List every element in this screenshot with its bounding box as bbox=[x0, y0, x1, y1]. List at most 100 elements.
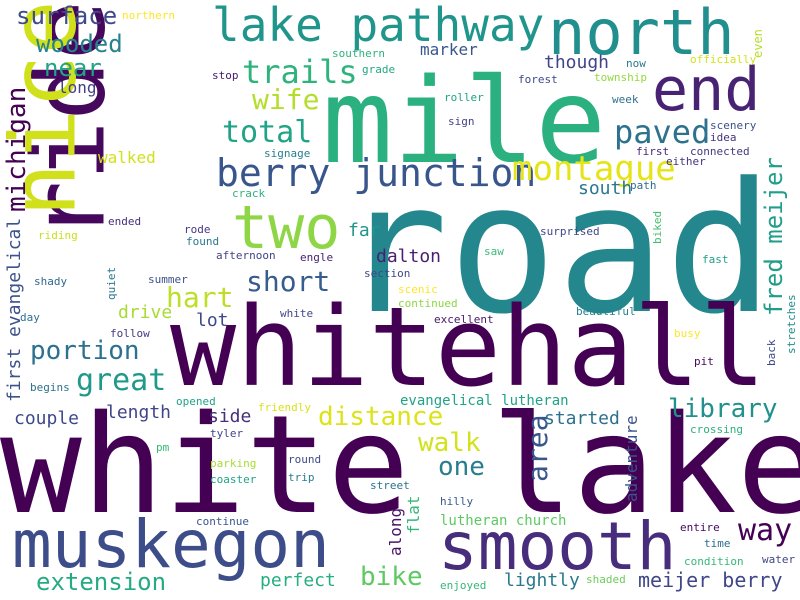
word: southern bbox=[332, 47, 385, 60]
word: entire bbox=[680, 521, 720, 534]
word: way bbox=[738, 513, 793, 548]
word: hart bbox=[166, 281, 234, 314]
word: idea bbox=[710, 131, 737, 144]
word: day bbox=[20, 311, 40, 324]
word: excellent bbox=[434, 313, 494, 326]
word: long bbox=[58, 78, 97, 97]
word: crossing bbox=[690, 423, 743, 436]
word: afternoon bbox=[216, 249, 276, 262]
word: near bbox=[44, 54, 102, 82]
word: even bbox=[751, 29, 765, 58]
word: coaster bbox=[210, 473, 257, 486]
word: round bbox=[288, 453, 322, 466]
word: street bbox=[370, 479, 410, 492]
word: far bbox=[348, 220, 381, 241]
word: beautiful bbox=[576, 305, 636, 318]
word: marker bbox=[420, 40, 478, 59]
word: couple bbox=[14, 408, 80, 429]
word: meijer berry bbox=[638, 568, 783, 592]
word: parking bbox=[210, 457, 257, 470]
word: sign bbox=[448, 115, 475, 128]
word: trip bbox=[288, 471, 315, 484]
word: extension bbox=[36, 568, 167, 596]
word: northern bbox=[122, 9, 175, 22]
word: lightly bbox=[504, 570, 580, 591]
word: hilly bbox=[440, 495, 474, 508]
word: signage bbox=[264, 147, 311, 160]
word: scenery bbox=[710, 119, 757, 132]
word: library bbox=[668, 394, 778, 424]
word: stop bbox=[212, 69, 239, 82]
word: whitehall bbox=[170, 283, 767, 411]
word: walked bbox=[98, 148, 156, 167]
word: water bbox=[762, 553, 796, 566]
word: continue bbox=[196, 515, 249, 528]
word: side bbox=[208, 406, 252, 427]
word: perfect bbox=[260, 570, 336, 591]
word: mile bbox=[322, 52, 607, 190]
word: found bbox=[186, 235, 220, 248]
word: portion bbox=[30, 336, 140, 366]
word: flat bbox=[404, 495, 423, 534]
word: grade bbox=[362, 63, 396, 76]
word: dalton bbox=[376, 246, 442, 267]
word: though bbox=[544, 52, 610, 73]
word: bike bbox=[360, 562, 423, 592]
word: paved bbox=[614, 113, 711, 151]
word: quiet bbox=[105, 266, 118, 300]
word: shady bbox=[34, 275, 68, 288]
word: trails bbox=[242, 53, 358, 91]
word: north bbox=[548, 0, 735, 69]
word: now bbox=[626, 57, 646, 70]
word: officially bbox=[690, 53, 757, 66]
word: adventure bbox=[622, 415, 641, 502]
word: end bbox=[652, 55, 761, 125]
word: biked bbox=[651, 210, 664, 244]
word: montague bbox=[512, 149, 676, 189]
word: road bbox=[340, 145, 774, 354]
word: busy bbox=[674, 327, 701, 340]
word: short bbox=[246, 265, 331, 298]
word: along bbox=[386, 507, 405, 556]
word: crack bbox=[232, 187, 266, 200]
word: wife bbox=[252, 83, 320, 116]
word: ended bbox=[108, 215, 142, 228]
word: south bbox=[578, 178, 633, 199]
word: fred meijer bbox=[760, 157, 788, 316]
word: one bbox=[438, 452, 485, 482]
word: white lake bbox=[0, 387, 800, 545]
word: saw bbox=[484, 245, 504, 258]
word: continued bbox=[398, 297, 458, 310]
word: roller bbox=[444, 91, 484, 104]
word: path bbox=[630, 179, 657, 192]
word: total bbox=[222, 115, 313, 150]
word: time bbox=[704, 537, 731, 550]
word: surface bbox=[16, 2, 118, 30]
word: opened bbox=[176, 395, 216, 408]
word: surprised bbox=[540, 225, 600, 238]
word: great bbox=[76, 363, 167, 398]
word: length bbox=[106, 402, 172, 423]
word: drive bbox=[118, 302, 173, 323]
word: begins bbox=[30, 381, 70, 394]
word: follow bbox=[110, 327, 150, 340]
word: stretches bbox=[785, 294, 798, 354]
word: forest bbox=[518, 73, 558, 86]
word: enjoyed bbox=[440, 579, 487, 592]
word: michigan bbox=[2, 86, 32, 212]
word: connected bbox=[690, 145, 750, 158]
word: riding bbox=[38, 229, 78, 242]
word: walk bbox=[418, 428, 481, 458]
word: section bbox=[364, 267, 411, 280]
word: white bbox=[280, 307, 314, 320]
word: tyler bbox=[210, 427, 244, 440]
word: lutheran church bbox=[440, 513, 567, 529]
word: scenic bbox=[398, 283, 438, 296]
word: started bbox=[544, 408, 620, 429]
word: lot bbox=[196, 310, 229, 331]
word: either bbox=[666, 155, 706, 168]
word: wooded bbox=[36, 30, 123, 58]
word: rode bbox=[184, 223, 211, 236]
word: first bbox=[636, 145, 670, 158]
